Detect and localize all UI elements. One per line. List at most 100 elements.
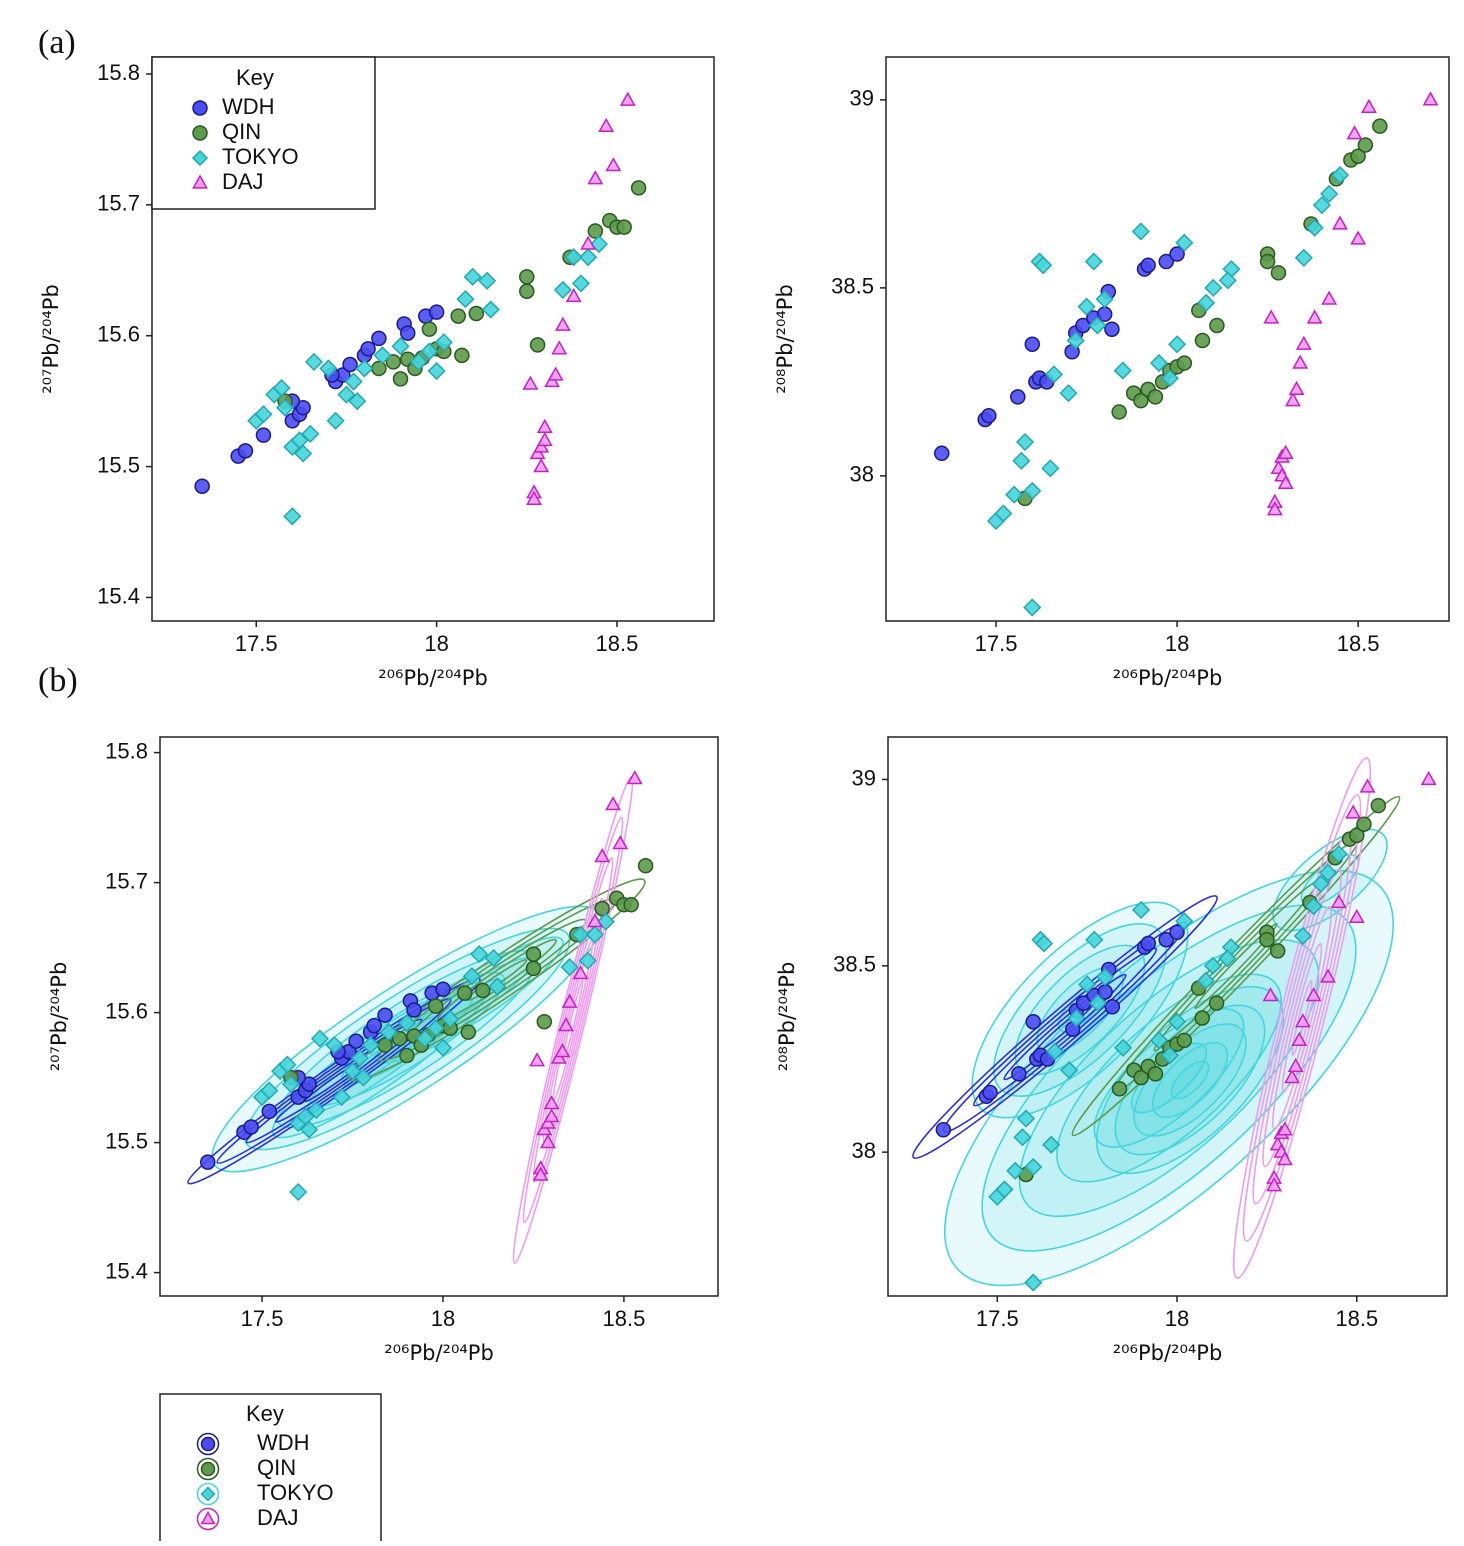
marker — [348, 392, 367, 411]
marker — [1066, 331, 1085, 350]
marker — [200, 1510, 216, 1525]
marker — [360, 341, 376, 357]
marker — [462, 967, 481, 986]
marker — [630, 180, 647, 196]
legend-label: DAJ — [222, 169, 264, 194]
panel: 17.5 18 18.5 38 38.5 39 ²⁰⁶Pb/²⁰⁴Pb ²⁰⁸Pb/²⁰⁴Pb — [775, 736, 1448, 1365]
marker — [1158, 931, 1174, 948]
marker — [1194, 1010, 1210, 1026]
marker — [192, 174, 208, 189]
marker — [1269, 943, 1286, 959]
series — [529, 770, 643, 1181]
marker — [399, 325, 416, 341]
marker — [1034, 934, 1054, 953]
marker — [399, 1047, 415, 1064]
marker — [1361, 98, 1377, 114]
marker — [1345, 804, 1362, 819]
marker — [342, 356, 358, 373]
marker — [478, 271, 497, 290]
marker — [1259, 931, 1275, 948]
x-tick-label: 17.5 — [975, 631, 1018, 656]
x-axis-title: ²⁰⁶Pb/²⁰⁴Pb — [384, 1341, 494, 1365]
marker — [612, 835, 629, 850]
marker — [1175, 912, 1194, 931]
marker — [1288, 380, 1305, 396]
marker — [301, 424, 320, 443]
marker — [1012, 451, 1031, 470]
marker — [1284, 1069, 1300, 1084]
marker — [415, 1029, 434, 1048]
x-tick-label: 17.5 — [241, 1306, 284, 1331]
marker — [1259, 253, 1276, 270]
marker — [572, 965, 589, 980]
marker — [332, 1088, 351, 1107]
marker — [460, 1024, 477, 1040]
marker — [1204, 278, 1223, 297]
marker — [1357, 137, 1374, 153]
marker — [1015, 432, 1035, 452]
marker — [304, 352, 324, 371]
marker — [543, 1108, 560, 1123]
marker — [255, 427, 272, 443]
y-tick-label: 15.7 — [105, 868, 148, 893]
series — [252, 912, 615, 1202]
x-axis-title: ²⁰⁶Pb/²⁰⁴Pb — [378, 666, 488, 690]
marker — [1104, 999, 1121, 1015]
series — [522, 91, 636, 505]
marker — [1023, 481, 1042, 500]
marker — [1285, 392, 1301, 407]
marker — [1346, 125, 1363, 140]
density-contour — [1130, 1042, 1208, 1114]
marker — [468, 305, 485, 322]
marker — [1196, 971, 1215, 990]
panel: 17.5 18 18.5 15.4 15.5 15.6 15.7 15.8 ²⁰⁶Pb/²⁰⁴P… — [38, 662, 719, 1546]
marker — [1132, 900, 1151, 919]
marker — [391, 337, 410, 356]
x-axis-title: ²⁰⁶Pb/²⁰⁴Pb — [1113, 666, 1223, 690]
marker — [529, 1052, 545, 1067]
marker — [281, 1075, 301, 1094]
marker — [1041, 459, 1060, 478]
marker — [427, 361, 446, 381]
legend-ring — [196, 1507, 220, 1531]
marker — [532, 1166, 549, 1181]
marker — [420, 342, 439, 361]
marker — [1291, 1031, 1308, 1047]
x-tick-label: 17.5 — [976, 1306, 1019, 1331]
marker — [343, 1062, 362, 1081]
marker — [192, 125, 208, 141]
legend-label: WDH — [222, 94, 275, 119]
marker — [1209, 317, 1225, 334]
marker — [435, 981, 451, 997]
y-axis-title: ²⁰⁸Pb/²⁰⁴Pb — [775, 962, 799, 1072]
marker — [310, 1029, 330, 1048]
series — [987, 166, 1350, 617]
series — [247, 235, 608, 526]
marker — [421, 321, 438, 337]
marker — [1095, 290, 1114, 309]
marker — [1330, 893, 1347, 909]
marker — [371, 360, 387, 377]
marker — [1370, 797, 1387, 814]
marker — [1169, 924, 1185, 941]
series — [194, 304, 445, 494]
marker — [1013, 1128, 1032, 1147]
marker — [1114, 1038, 1133, 1057]
marker — [1131, 222, 1150, 241]
marker — [289, 1182, 308, 1202]
marker — [1024, 1273, 1043, 1292]
marker — [619, 91, 636, 106]
marker — [344, 372, 363, 391]
marker — [200, 1154, 216, 1170]
marker — [1348, 908, 1365, 924]
marker — [1270, 265, 1287, 281]
marker — [326, 411, 345, 430]
density-contour — [348, 878, 646, 1082]
marker — [1422, 91, 1439, 106]
marker — [361, 1036, 380, 1055]
marker — [1203, 956, 1223, 975]
density-contour — [245, 1018, 423, 1144]
marker — [1287, 1057, 1304, 1073]
x-axis-title: ²⁰⁶Pb/²⁰⁴Pb — [1113, 1341, 1223, 1365]
marker — [1133, 392, 1149, 409]
